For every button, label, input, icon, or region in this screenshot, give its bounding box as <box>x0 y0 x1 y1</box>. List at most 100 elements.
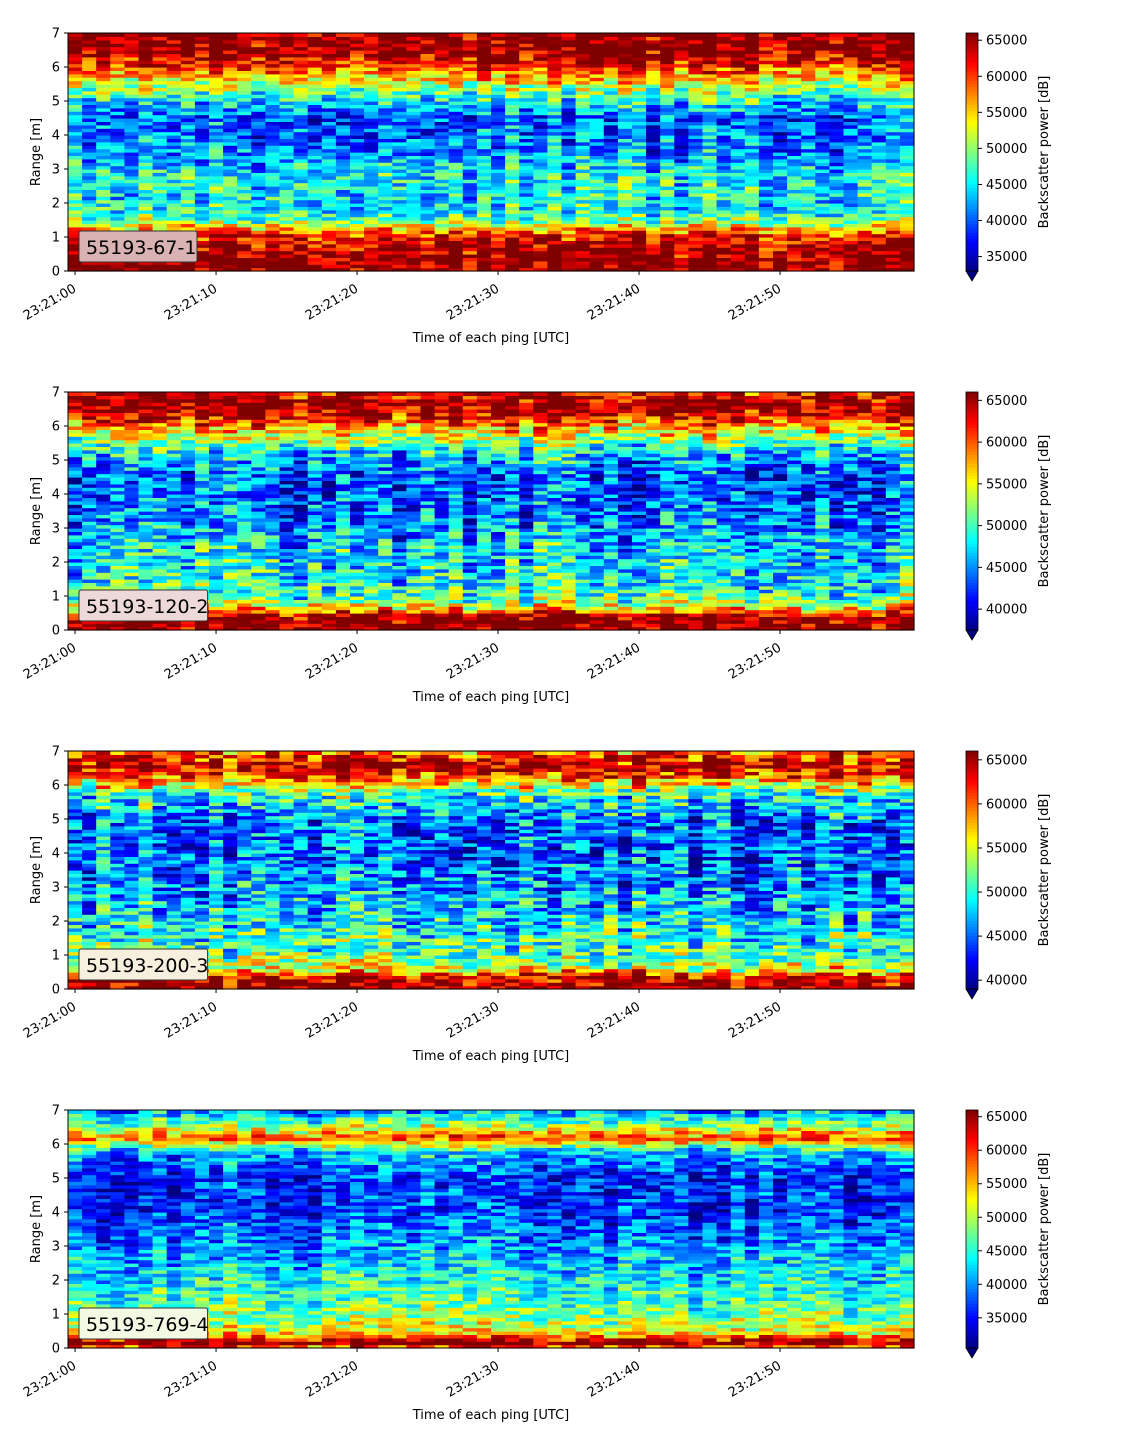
heatmap-cell <box>575 148 591 153</box>
heatmap-cell <box>68 240 83 245</box>
heatmap-cell <box>265 192 281 197</box>
heatmap-cell <box>138 107 154 112</box>
heatmap-cell <box>857 165 873 170</box>
heatmap-cell <box>68 172 83 177</box>
heatmap-cell <box>180 53 196 58</box>
heatmap-cell <box>223 216 238 221</box>
heatmap-cell <box>138 128 154 133</box>
heatmap-cell <box>251 138 266 143</box>
heatmap-cell <box>194 179 210 184</box>
heatmap-cell <box>138 84 154 88</box>
heatmap-cell <box>857 250 873 255</box>
heatmap-cell <box>773 243 788 248</box>
heatmap-cell <box>96 196 111 201</box>
heatmap-cell <box>505 199 520 204</box>
heatmap-cell <box>251 148 266 153</box>
heatmap-cell <box>533 233 548 238</box>
heatmap-cell <box>335 199 351 204</box>
heatmap-cell <box>335 148 351 153</box>
heatmap-cell <box>166 97 182 102</box>
heatmap-cell <box>251 220 266 224</box>
heatmap-cell <box>688 141 704 146</box>
heatmap-cell <box>603 250 619 255</box>
heatmap-cell <box>519 148 534 153</box>
heatmap-cell <box>505 226 520 231</box>
heatmap-cell <box>885 216 901 221</box>
heatmap-cell <box>209 46 224 51</box>
heatmap-cell <box>505 131 520 136</box>
heatmap-cell <box>180 162 196 167</box>
heatmap-cell <box>476 250 492 255</box>
heatmap-cell <box>124 84 140 88</box>
heatmap-cell <box>251 87 266 92</box>
heatmap-cell <box>491 216 506 221</box>
heatmap-cell <box>321 141 337 146</box>
heatmap-cell <box>829 148 845 153</box>
heatmap-cell <box>406 131 422 136</box>
heatmap-cell <box>180 36 196 41</box>
heatmap-cell <box>223 199 238 204</box>
heatmap-cell <box>152 63 168 68</box>
heatmap-cell <box>96 97 111 102</box>
heatmap-cell <box>420 182 436 187</box>
heatmap-cell <box>476 158 492 163</box>
heatmap-cell <box>152 260 168 265</box>
heatmap-cell <box>617 209 633 214</box>
heatmap-cell <box>152 504 168 509</box>
heatmap-cell <box>124 206 140 211</box>
heatmap-cell <box>194 90 210 95</box>
heatmap-cell <box>702 158 718 163</box>
heatmap-cell <box>209 233 224 238</box>
heatmap-cell <box>194 264 210 269</box>
heatmap-cell <box>223 145 238 150</box>
heatmap-cell <box>561 158 577 163</box>
heatmap-cell <box>110 203 125 207</box>
heatmap-cell <box>223 63 238 68</box>
heatmap-cell <box>124 402 140 407</box>
heatmap-cell <box>335 226 351 231</box>
heatmap-cell <box>646 182 661 187</box>
heatmap-cell <box>166 186 182 190</box>
heatmap-cell <box>209 94 224 99</box>
heatmap-cell <box>138 182 154 187</box>
heatmap-cell <box>124 53 140 58</box>
heatmap-cell <box>68 182 83 187</box>
heatmap-cell <box>350 192 365 197</box>
heatmap-cell <box>646 199 661 204</box>
heatmap-cell <box>307 264 323 269</box>
heatmap-cell <box>96 504 111 509</box>
heatmap-cell <box>166 50 182 54</box>
heatmap-cell <box>152 87 168 92</box>
heatmap-cell <box>251 50 266 54</box>
heatmap-cell <box>716 182 732 187</box>
heatmap-cell <box>96 216 111 221</box>
heatmap-cell <box>194 243 210 248</box>
heatmap-cell <box>406 182 422 187</box>
heatmap-cell <box>82 33 97 37</box>
heatmap-cell <box>505 209 520 214</box>
heatmap-cell <box>773 192 788 197</box>
heatmap-cell <box>589 250 605 255</box>
heatmap-cell <box>646 243 661 248</box>
heatmap-cell <box>603 158 619 163</box>
heatmap-cell <box>829 175 845 180</box>
heatmap-cell <box>688 158 704 163</box>
heatmap-cell <box>293 199 309 204</box>
heatmap-cell <box>491 158 506 163</box>
heatmap-cell <box>237 209 252 214</box>
heatmap-cell <box>364 250 379 255</box>
heatmap-cell <box>491 192 506 197</box>
heatmap-cell <box>392 141 407 146</box>
heatmap-cell <box>617 192 633 197</box>
heatmap-cell <box>82 104 97 109</box>
heatmap-cell <box>321 165 337 170</box>
heatmap-cell <box>82 487 97 492</box>
heatmap-cell <box>152 179 168 184</box>
heatmap-cell <box>223 196 238 201</box>
heatmap-cell <box>138 436 154 441</box>
heatmap-cell <box>364 131 379 136</box>
heatmap-cell <box>251 257 266 262</box>
heatmap-cell <box>660 199 675 204</box>
heatmap-cell <box>758 216 774 221</box>
heatmap-cell <box>702 33 718 37</box>
